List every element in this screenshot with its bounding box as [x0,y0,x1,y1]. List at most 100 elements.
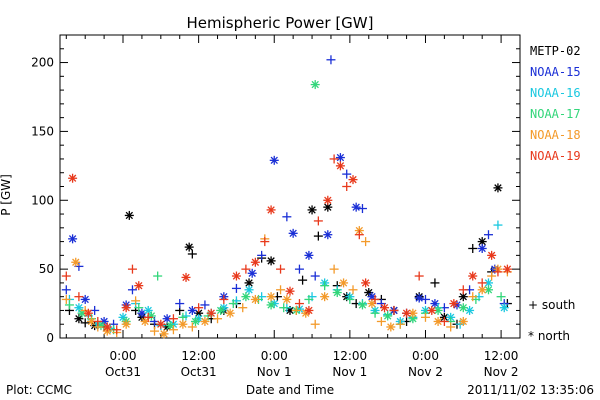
north-marker [487,250,497,260]
north-marker [285,286,295,296]
y-tick-label: 200 [31,56,54,70]
north-marker [402,308,412,318]
legend-series-label: METP-02 [530,44,581,58]
x-tick-label-time: 12:00 [333,349,368,363]
south-marker [231,283,241,293]
south-marker [354,230,364,240]
south-marker [127,264,137,274]
south-marker [168,314,178,324]
x-tick-label-time: 12:00 [484,349,519,363]
south-marker [187,249,197,259]
north-marker [458,316,468,326]
south-marker [468,243,478,253]
south-marker [483,230,493,240]
south-marker [345,294,355,304]
north-marker [499,303,509,313]
x-tick-label-time: 0:00 [412,349,439,363]
north-marker [493,183,503,193]
north-marker [121,303,131,313]
north-marker [468,271,478,281]
south-marker [329,264,339,274]
north-marker [458,292,468,302]
north-marker [244,285,254,295]
north-marker [483,285,493,295]
south-marker [395,319,405,329]
north-marker [282,294,292,304]
north-marker [241,292,251,302]
south-marker [175,299,185,309]
north-marker [427,305,437,315]
y-tick-label: 150 [31,124,54,138]
north-marker [156,319,166,329]
south-marker [326,55,336,65]
south-marker [389,305,399,315]
north-marker [146,311,156,321]
north-marker [216,305,226,315]
south-marker [320,281,330,291]
legend-series-label: NOAA-15 [530,65,581,79]
north-marker [310,80,320,90]
x-tick-label-time: 0:00 [261,349,288,363]
south-marker [357,204,367,214]
north-marker [351,202,361,212]
south-marker [446,322,456,332]
north-marker [162,314,172,324]
north-marker [118,312,128,322]
north-marker [383,311,393,321]
x-tick-label-time: 12:00 [181,349,216,363]
north-marker [266,300,276,310]
south-marker [219,294,229,304]
north-marker [323,230,333,240]
x-tick-label-date: Nov 1 [257,365,292,379]
south-marker [439,316,449,326]
north-marker [178,319,188,329]
legend-series-label: NOAA-18 [530,128,581,142]
plot-timestamp: 2011/11/02 13:35:06 [467,383,594,397]
south-marker [414,271,424,281]
south-marker [310,319,320,329]
legend-series-label: NOAA-19 [530,149,581,163]
south-marker [276,285,286,295]
north-marker [184,242,194,252]
north-marker [357,300,367,310]
y-axis-label: P [GW] [0,174,13,216]
y-tick-label: 0 [46,331,54,345]
legend-symbol-label: + south [528,298,575,312]
north-marker [288,228,298,238]
legend-series-label: NOAA-16 [530,86,581,100]
south-marker [194,303,204,313]
north-marker [348,175,358,185]
south-marker [112,325,122,335]
legend-symbol-label: * north [528,329,570,343]
legend-series-label: NOAA-17 [530,107,581,121]
chart-title: Hemispheric Power [GW] [187,14,374,32]
south-marker [496,292,506,302]
south-marker [276,264,286,274]
north-marker [307,205,317,215]
south-marker [282,212,292,222]
south-marker [477,278,487,288]
north-marker [124,210,134,220]
north-marker [335,153,345,163]
x-tick-label-date: Oct31 [105,365,141,379]
north-marker [102,322,112,332]
south-marker [257,250,267,260]
north-marker [71,257,81,267]
north-marker [96,321,106,331]
south-marker [298,275,308,285]
south-marker [279,303,289,313]
north-marker [335,161,345,171]
north-marker [367,299,377,309]
north-marker [449,299,459,309]
south-marker [487,271,497,281]
north-marker [68,234,78,244]
south-marker [150,326,160,336]
south-marker [241,264,251,274]
north-marker [332,288,342,298]
x-tick-label-date: Oct31 [181,365,217,379]
south-marker [329,154,339,164]
south-marker [370,308,380,318]
data-markers [61,55,512,339]
south-marker [468,292,478,302]
